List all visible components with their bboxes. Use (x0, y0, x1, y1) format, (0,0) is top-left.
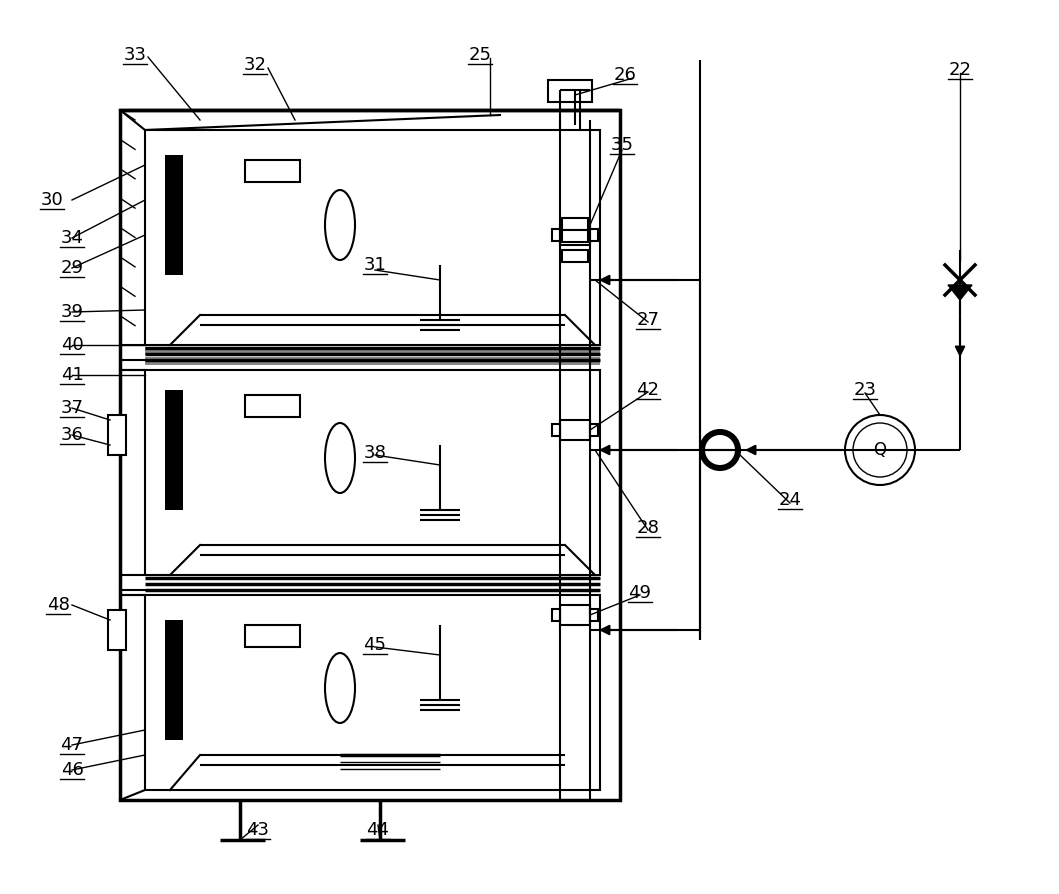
Text: 23: 23 (854, 381, 877, 399)
Bar (165, 390, 183, 510)
Bar (145, 357, 600, 365)
Bar (552, 229, 560, 241)
Bar (548, 80, 592, 102)
Text: 37: 37 (60, 399, 84, 417)
Bar (560, 420, 590, 440)
Text: 27: 27 (636, 311, 660, 329)
Bar (245, 625, 300, 647)
Bar (165, 155, 183, 275)
Text: 24: 24 (778, 491, 802, 509)
Bar (145, 370, 600, 575)
Text: 45: 45 (363, 636, 387, 654)
Text: 39: 39 (60, 303, 84, 321)
Bar (562, 230, 588, 242)
Bar (590, 609, 598, 621)
Bar (552, 424, 560, 436)
Text: 43: 43 (247, 821, 269, 839)
Polygon shape (948, 285, 972, 300)
Text: 33: 33 (124, 46, 146, 64)
Bar (145, 130, 600, 345)
Bar (108, 610, 126, 650)
Circle shape (705, 435, 735, 465)
Text: 41: 41 (60, 366, 84, 384)
Text: Q: Q (874, 441, 886, 459)
Text: 47: 47 (60, 736, 84, 754)
Text: 31: 31 (363, 256, 387, 274)
Text: 25: 25 (468, 46, 491, 64)
Bar (108, 415, 126, 455)
Text: 49: 49 (628, 584, 651, 602)
Text: 26: 26 (613, 66, 636, 84)
Bar (245, 395, 300, 417)
Text: 22: 22 (949, 61, 971, 79)
Text: 42: 42 (636, 381, 660, 399)
Text: 38: 38 (363, 444, 387, 462)
Bar (560, 225, 590, 245)
Bar (562, 218, 588, 230)
Ellipse shape (325, 423, 355, 493)
Bar (552, 609, 560, 621)
Bar (590, 424, 598, 436)
Bar (145, 595, 600, 790)
Text: 40: 40 (60, 336, 84, 354)
Text: 28: 28 (636, 519, 660, 537)
Bar (120, 110, 620, 800)
Text: 29: 29 (60, 259, 84, 277)
Text: 30: 30 (40, 191, 64, 209)
Text: 44: 44 (366, 821, 390, 839)
Ellipse shape (325, 653, 355, 723)
Bar (245, 160, 300, 182)
Text: 48: 48 (47, 596, 70, 614)
Bar (165, 620, 183, 740)
Text: 35: 35 (610, 136, 633, 154)
Bar (590, 229, 598, 241)
Bar (560, 605, 590, 625)
Ellipse shape (325, 190, 355, 260)
Bar (145, 347, 600, 355)
Text: 46: 46 (60, 761, 84, 779)
Bar (562, 250, 588, 262)
Text: 36: 36 (60, 426, 84, 444)
Text: 34: 34 (60, 229, 84, 247)
Text: 32: 32 (244, 56, 267, 74)
Circle shape (700, 430, 740, 470)
